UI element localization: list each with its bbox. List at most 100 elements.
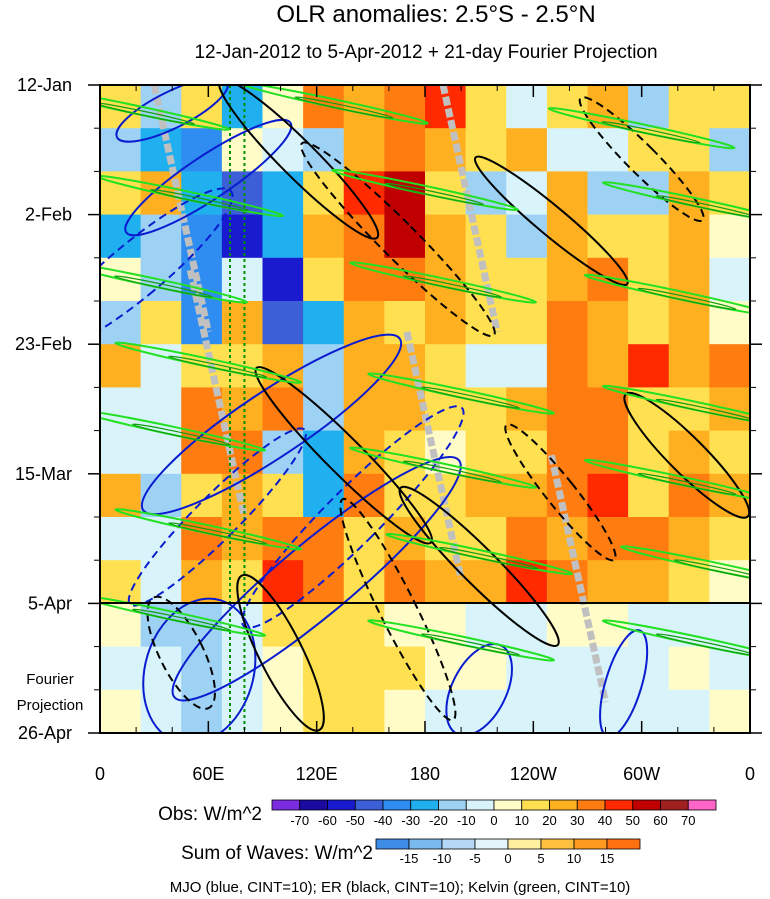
er-contour [473, 155, 629, 286]
colorbar-label: -15 [400, 851, 419, 866]
y-tick-label: 12-Jan [17, 75, 72, 95]
heatmap-cell [587, 517, 629, 561]
heatmap-cell [303, 257, 345, 302]
heatmap-cell [181, 171, 223, 216]
heatmap-cell [181, 473, 223, 518]
heatmap-cell [384, 257, 426, 302]
projection-label-line1: Fourier [26, 671, 74, 688]
heatmap-cell [668, 689, 710, 733]
heatmap-cell [303, 214, 345, 259]
colorbar-label: 20 [542, 813, 556, 828]
colorbar-swatch [474, 838, 509, 850]
missing-data-swaths [150, 85, 609, 703]
colorbar-label: 60 [653, 813, 667, 828]
colorbar-label: -30 [401, 813, 420, 828]
heatmap-cell [506, 85, 548, 129]
heatmap-cell [343, 301, 385, 345]
mjo-contour [241, 405, 465, 629]
kelvin-contour-inner [655, 195, 750, 218]
mjo-contour [127, 427, 307, 607]
heatmap-cell [262, 430, 304, 475]
colorbar-swatch [604, 799, 634, 811]
kelvin-contour-inner [402, 460, 502, 483]
er-contour [578, 96, 705, 222]
heatmap-cell [709, 85, 750, 129]
chart-footer: MJO (blue, CINT=10); ER (black, CINT=10)… [170, 879, 631, 896]
heatmap-cell [303, 301, 345, 345]
colorbar-label: 40 [598, 813, 612, 828]
heatmap-cell [587, 171, 629, 216]
heatmap-cell [709, 128, 750, 172]
heatmap-cell [546, 171, 588, 216]
heatmap-cell [587, 344, 629, 388]
heatmap-cell [181, 257, 223, 302]
x-tick-label: 120E [296, 764, 338, 784]
colorbar-swatch [549, 799, 578, 811]
heatmap-cell [343, 646, 385, 691]
heatmap-cell [506, 517, 548, 561]
heatmap-cell [465, 344, 507, 388]
colorbar-label: 0 [490, 813, 497, 828]
heatmap-cell [140, 646, 182, 691]
heatmap-cell [262, 257, 304, 302]
mjo-contour [100, 187, 234, 353]
heatmap-cell [465, 430, 507, 475]
missing-data-swath [439, 85, 501, 333]
heatmap-cell [587, 473, 629, 518]
heatmap-cell [628, 689, 670, 733]
colorbar-label: -10 [433, 851, 452, 866]
heatmap-cell [100, 301, 142, 345]
colorbar-swatch [441, 838, 476, 850]
heatmap-cell [343, 128, 385, 172]
y-tick-label: 2-Feb [25, 205, 72, 225]
heatmap-cell [546, 430, 588, 475]
heatmap-cell [221, 301, 263, 345]
heatmap-cell [262, 646, 304, 691]
heatmap-cell [587, 301, 629, 345]
heatmap-cell [628, 85, 670, 129]
heatmap-cell [221, 85, 263, 129]
colorbar-label: 0 [504, 851, 511, 866]
heatmap-cell [628, 257, 670, 302]
y-tick-label: 26-Apr [18, 723, 72, 743]
colorbar-swatch [382, 799, 412, 811]
heatmap-cell [343, 344, 385, 388]
kelvin-contour-inner [168, 522, 268, 545]
heatmap-cell [546, 689, 588, 733]
heatmap-cell [100, 517, 142, 561]
chart-subtitle: 12-Jan-2012 to 5-Apr-2012 + 21-day Fouri… [194, 42, 657, 63]
heatmap-cell [140, 689, 182, 733]
heatmap-cell [303, 517, 345, 561]
heatmap-cell [587, 128, 629, 172]
x-tick-label: 0 [95, 764, 105, 784]
heatmap-cell [668, 214, 710, 259]
missing-data-swath [403, 331, 465, 580]
heatmap-cell [628, 646, 670, 691]
heatmap-cell [100, 344, 142, 388]
er-contour [254, 366, 433, 545]
heatmap-cell [668, 344, 710, 388]
colorbar-swatch [327, 799, 356, 811]
colorbar-label: -50 [346, 813, 365, 828]
chart-title: OLR anomalies: 2.5°S - 2.5°N [276, 1, 595, 28]
colorbar-swatch [465, 799, 495, 811]
colorbar-swatch [438, 799, 467, 811]
heatmap-cell [100, 603, 142, 648]
heatmap-cell [384, 646, 426, 691]
kelvin-contour-inner [132, 608, 232, 631]
heatmap-cell [140, 430, 182, 475]
heatmap-cell [425, 344, 467, 388]
heatmap-cell [262, 171, 304, 216]
kelvin-contour-inner [384, 182, 484, 206]
colorbar-label: 15 [600, 851, 614, 866]
er-contour [300, 141, 496, 338]
heatmap-cell [546, 301, 588, 345]
heatmap-cell [100, 128, 142, 172]
kelvin-contour-inner [673, 559, 750, 582]
colorbar-label: -40 [374, 813, 393, 828]
heatmap-cell [709, 689, 750, 733]
heatmap-cell [668, 430, 710, 475]
heatmap-cell [303, 85, 345, 129]
colorbar-swatch [271, 799, 301, 811]
mjo-contour [115, 85, 230, 143]
